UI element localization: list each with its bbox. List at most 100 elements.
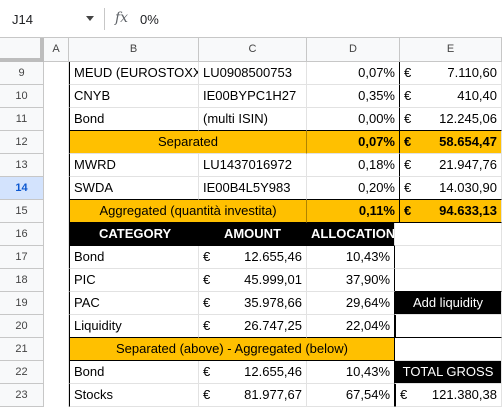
row-header-10[interactable]: 10 (0, 85, 44, 108)
add-liquidity-input[interactable] (395, 315, 502, 338)
currency-symbol: € (203, 272, 211, 287)
currency-symbol: € (404, 88, 412, 103)
cell-c11[interactable]: (multi ISIN) (199, 108, 307, 131)
currency-symbol: € (404, 180, 412, 195)
name-box-dropdown-icon[interactable] (86, 16, 94, 21)
row-header-12[interactable]: 12 (0, 131, 44, 154)
add-liquidity-label[interactable]: Add liquidity (395, 292, 502, 315)
cell-b13[interactable]: MWRD (69, 154, 199, 177)
cell-e14[interactable]: €14.030,90 (400, 177, 502, 200)
cell-b9[interactable]: MEUD (EUROSTOXX 6 (69, 62, 199, 85)
currency-symbol: € (404, 203, 412, 218)
summary-amount-bond[interactable]: €12.655,46 (199, 246, 307, 269)
formula-input[interactable]: 0% (140, 12, 159, 27)
row-header-16[interactable]: 16 (0, 223, 44, 246)
bottom-amount-bond-value: 12.655,46 (244, 364, 302, 379)
summary-header-allocation[interactable]: ALLOCATION (307, 223, 395, 246)
summary-allocation-liquidity[interactable]: 22,04% (307, 315, 395, 338)
column-a-cells[interactable] (44, 62, 69, 407)
bottom-amount-bond[interactable]: €12.655,46 (199, 361, 307, 384)
cell-e21[interactable] (395, 338, 502, 361)
summary-amount-liquidity-value: 26.747,25 (244, 318, 302, 333)
cell-d10[interactable]: 0,35% (307, 85, 400, 108)
cell-b11[interactable]: Bond (69, 108, 199, 131)
column-header-a[interactable]: A (44, 38, 69, 62)
cell-d14[interactable]: 0,20% (307, 177, 400, 200)
bottom-category-bond[interactable]: Bond (69, 361, 199, 384)
summary-category-bond[interactable]: Bond (69, 246, 199, 269)
separated-aggregated-label[interactable]: Separated (above) - Aggregated (below) (69, 338, 395, 361)
separated-value-cell[interactable]: €58.654,47 (400, 131, 502, 154)
cell-c9[interactable]: LU0908500753 (199, 62, 307, 85)
cell-c14[interactable]: IE00B4L5Y983 (199, 177, 307, 200)
summary-category-pic[interactable]: PIC (69, 269, 199, 292)
cell-e18[interactable] (395, 269, 502, 292)
summary-amount-liquidity[interactable]: €26.747,25 (199, 315, 307, 338)
bottom-allocation-stocks[interactable]: 67,54% (307, 384, 395, 407)
row-header-13[interactable]: 13 (0, 154, 44, 177)
name-box[interactable]: J14 (12, 12, 33, 27)
total-gross-value-cell[interactable]: €121.380,38 (395, 384, 502, 407)
cell-d9[interactable]: 0,07% (307, 62, 400, 85)
cell-e10-value: 410,40 (457, 88, 497, 103)
summary-amount-pic-value: 45.999,01 (244, 272, 302, 287)
cell-e11[interactable]: €12.245,06 (400, 108, 502, 131)
row-header-20[interactable]: 20 (0, 315, 44, 338)
column-header-e[interactable]: E (400, 38, 502, 62)
bottom-amount-stocks[interactable]: €81.977,67 (199, 384, 307, 407)
cell-e16[interactable] (395, 223, 502, 246)
currency-symbol: € (404, 134, 412, 149)
aggregated-value: 94.633,13 (439, 203, 497, 218)
summary-amount-pac[interactable]: €35.978,66 (199, 292, 307, 315)
cell-d13[interactable]: 0,18% (307, 154, 400, 177)
cell-e10[interactable]: €410,40 (400, 85, 502, 108)
summary-category-liquidity[interactable]: Liquidity (69, 315, 199, 338)
summary-allocation-pac[interactable]: 29,64% (307, 292, 395, 315)
summary-amount-pic[interactable]: €45.999,01 (199, 269, 307, 292)
cell-e13[interactable]: €21.947,76 (400, 154, 502, 177)
cell-d11[interactable]: 0,00% (307, 108, 400, 131)
summary-category-pac[interactable]: PAC (69, 292, 199, 315)
currency-symbol: € (404, 157, 412, 172)
total-gross-label[interactable]: TOTAL GROSS (395, 361, 502, 384)
row-header-19[interactable]: 19 (0, 292, 44, 315)
currency-symbol: € (400, 387, 408, 402)
row-header-18[interactable]: 18 (0, 269, 44, 292)
currency-symbol: € (203, 364, 211, 379)
currency-symbol: € (404, 65, 412, 80)
row-header-17[interactable]: 17 (0, 246, 44, 269)
select-all-corner[interactable] (0, 38, 44, 62)
summary-header-category[interactable]: CATEGORY (69, 223, 199, 246)
aggregated-label[interactable]: Aggregated (quantità investita) (69, 200, 307, 223)
aggregated-value-cell[interactable]: €94.633,13 (400, 200, 502, 223)
summary-allocation-pic[interactable]: 37,90% (307, 269, 395, 292)
currency-symbol: € (404, 111, 412, 126)
aggregated-pct[interactable]: 0,11% (307, 200, 400, 223)
currency-symbol: € (203, 387, 211, 402)
cell-b10[interactable]: CNYB (69, 85, 199, 108)
row-header-21[interactable]: 21 (0, 338, 44, 361)
row-header-9[interactable]: 9 (0, 62, 44, 85)
currency-symbol: € (203, 295, 211, 310)
column-header-b[interactable]: B (69, 38, 199, 62)
separated-pct[interactable]: 0,07% (307, 131, 400, 154)
cell-b14[interactable]: SWDA (69, 177, 199, 200)
cell-c10[interactable]: IE00BYPC1H27 (199, 85, 307, 108)
bottom-category-stocks[interactable]: Stocks (69, 384, 199, 407)
bottom-allocation-bond[interactable]: 10,43% (307, 361, 395, 384)
cell-c13[interactable]: LU1437016972 (199, 154, 307, 177)
summary-allocation-bond[interactable]: 10,43% (307, 246, 395, 269)
cell-e17[interactable] (395, 246, 502, 269)
row-header-14[interactable]: 14 (0, 177, 44, 200)
cell-e13-value: 21.947,76 (439, 157, 497, 172)
summary-header-amount[interactable]: AMOUNT (199, 223, 307, 246)
row-header-22[interactable]: 22 (0, 361, 44, 384)
column-header-d[interactable]: D (307, 38, 400, 62)
row-header-23[interactable]: 23 (0, 384, 44, 407)
column-header-c[interactable]: C (199, 38, 307, 62)
cell-e9[interactable]: €7.110,60 (400, 62, 502, 85)
cell-e14-value: 14.030,90 (439, 180, 497, 195)
row-header-15[interactable]: 15 (0, 200, 44, 223)
row-header-11[interactable]: 11 (0, 108, 44, 131)
separated-label[interactable]: Separated (69, 131, 307, 154)
